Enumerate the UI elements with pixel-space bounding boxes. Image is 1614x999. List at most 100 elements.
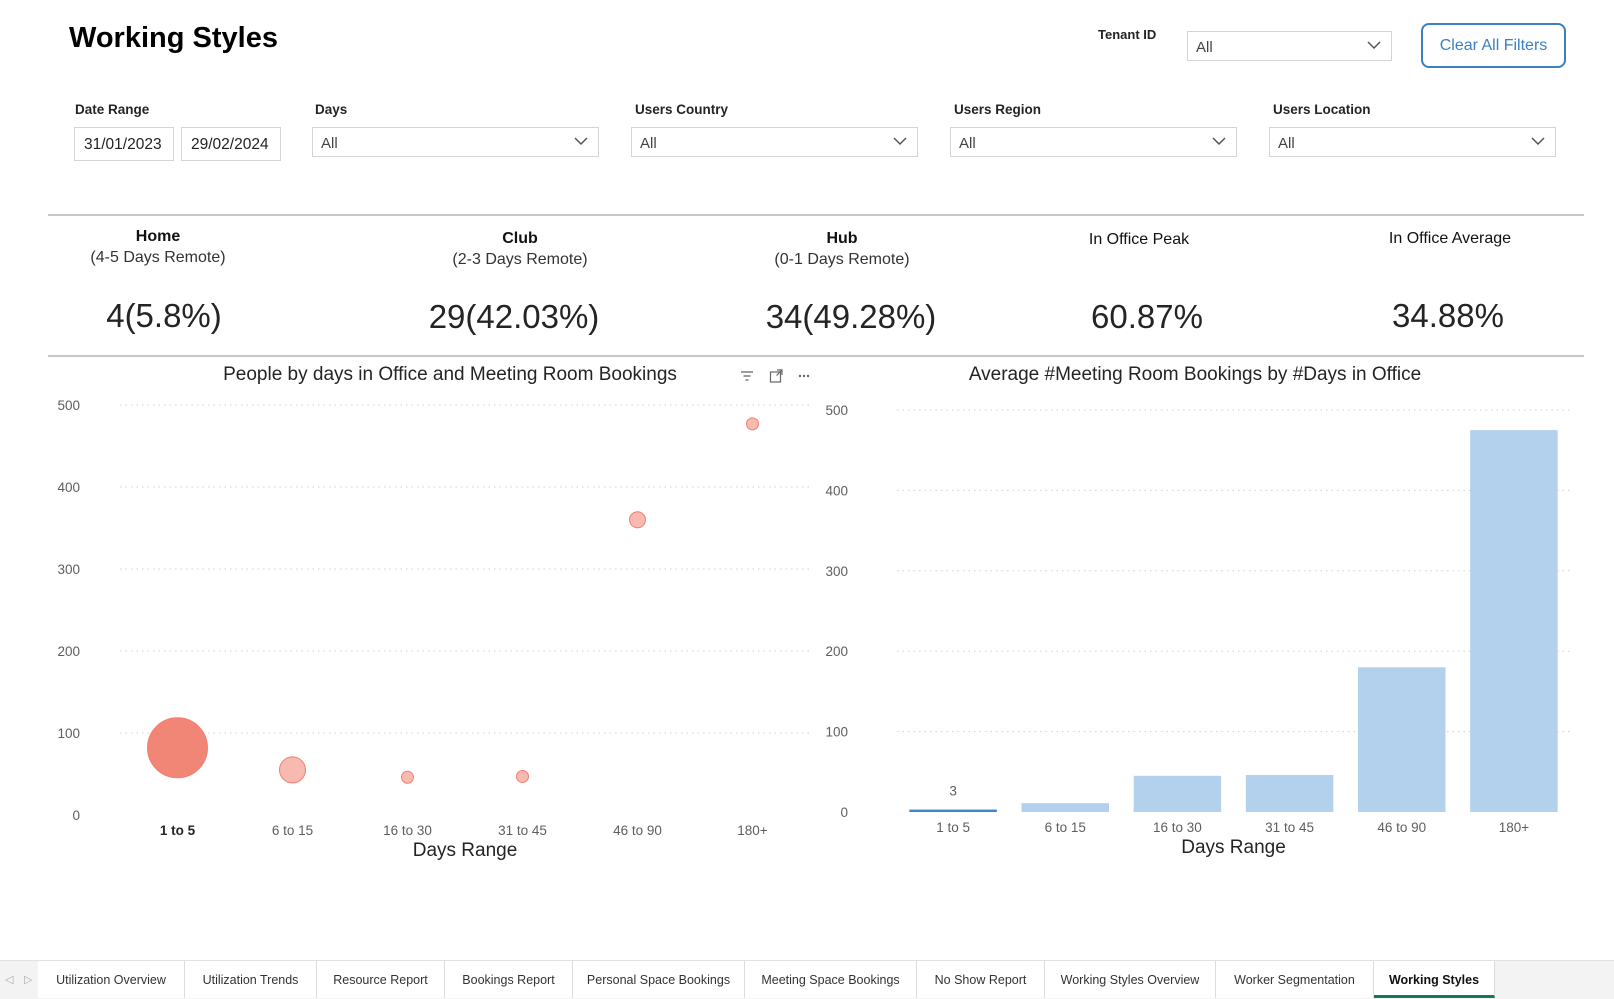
tab-no-show-report[interactable]: No Show Report xyxy=(917,961,1045,998)
tab-utilization-trends[interactable]: Utilization Trends xyxy=(185,961,317,998)
x-tick-label: 46 to 90 xyxy=(1377,820,1426,835)
kpi-title: In Office Average xyxy=(1388,230,1512,247)
tab-utilization-overview[interactable]: Utilization Overview xyxy=(38,961,185,998)
chevron-down-icon xyxy=(893,137,907,146)
kpi-home-value: 4(5.8%) xyxy=(106,297,222,334)
y-tick-label: 400 xyxy=(825,483,848,498)
y-tick-label: 200 xyxy=(825,644,848,659)
y-tick-label: 300 xyxy=(57,562,80,577)
users-region-value: All xyxy=(959,135,976,152)
bar xyxy=(1133,775,1222,812)
chevron-down-icon xyxy=(1212,137,1226,146)
tenant-id-value: All xyxy=(1196,39,1213,56)
page-tab-bar: ◁ ▷ Utilization Overview Utilization Tre… xyxy=(0,960,1614,999)
kpi-hub-value: 34(49.28%) xyxy=(765,298,937,335)
users-location-dropdown[interactable]: All xyxy=(1269,127,1556,157)
days-dropdown[interactable]: All xyxy=(312,127,599,157)
users-country-dropdown[interactable]: All xyxy=(631,127,918,157)
divider-top xyxy=(48,214,1584,216)
y-tick-label: 100 xyxy=(57,726,80,741)
bar xyxy=(1470,430,1558,812)
kpi-subtitle: (2-3 Days Remote) xyxy=(452,251,588,268)
tab-personal-space-bookings[interactable]: Personal Space Bookings xyxy=(573,961,745,998)
scatter-point xyxy=(516,769,529,783)
users-location-label: Users Location xyxy=(1273,102,1371,117)
users-region-dropdown[interactable]: All xyxy=(950,127,1237,157)
tenant-id-label: Tenant ID xyxy=(1098,27,1157,42)
users-region-label: Users Region xyxy=(954,102,1042,117)
scatter-chart[interactable]: 0 100 200 300 400 500 1 to 5 6 to 15 16 to 30 31 … xyxy=(40,385,820,865)
kpi-subtitle: (4-5 Days Remote) xyxy=(90,249,226,266)
scroll-left-icon[interactable]: ◁ xyxy=(5,974,14,986)
kpi-club-header: Club (2-3 Days Remote) xyxy=(370,230,670,269)
y-tick-label: 0 xyxy=(72,808,80,823)
x-tick-label: 6 to 15 xyxy=(272,823,313,838)
date-start-input[interactable]: 31/01/2023 xyxy=(74,127,174,161)
x-tick-label: 46 to 90 xyxy=(613,823,662,838)
kpi-club-value: 29(42.03%) xyxy=(428,298,600,335)
kpi-title: Hub xyxy=(826,230,858,247)
kpi-title: Club xyxy=(502,230,538,247)
users-country-value: All xyxy=(640,135,657,152)
focus-mode-icon[interactable] xyxy=(769,369,783,383)
scatter-chart-title: People by days in Office and Meeting Roo… xyxy=(223,364,677,385)
chevron-down-icon xyxy=(1531,137,1545,146)
bar xyxy=(1358,667,1446,812)
x-tick-label: 6 to 15 xyxy=(1045,820,1086,835)
tab-bookings-report[interactable]: Bookings Report xyxy=(445,961,573,998)
clear-all-filters-button[interactable]: Clear All Filters xyxy=(1421,23,1566,68)
divider-bottom xyxy=(48,355,1584,357)
y-tick-label: 300 xyxy=(825,564,848,579)
scroll-right-icon[interactable]: ▷ xyxy=(24,974,33,986)
scatter-point xyxy=(629,511,646,529)
filter-icon[interactable] xyxy=(740,369,754,383)
days-value: All xyxy=(321,135,338,152)
kpi-subtitle: (0-1 Days Remote) xyxy=(774,251,910,268)
x-tick-label: 16 to 30 xyxy=(383,823,432,838)
scatter-point xyxy=(401,770,414,784)
x-tick-label: 16 to 30 xyxy=(1153,820,1202,835)
tenant-id-dropdown[interactable]: All xyxy=(1187,31,1392,61)
bar-chart[interactable]: 0 100 200 300 400 500 1 to 5 6 to 15 16 to 30 31 … xyxy=(815,385,1585,865)
y-tick-label: 100 xyxy=(825,725,848,740)
users-location-value: All xyxy=(1278,135,1295,152)
x-axis-title: Days Range xyxy=(1181,837,1286,858)
kpi-hub-header: Hub (0-1 Days Remote) xyxy=(692,230,992,269)
scatter-point xyxy=(746,417,759,431)
y-tick-label: 200 xyxy=(57,644,80,659)
date-range-label: Date Range xyxy=(75,102,150,117)
kpi-home-header: Home (4-5 Days Remote) xyxy=(8,228,308,267)
kpi-average-header: In Office Average xyxy=(1300,230,1600,248)
data-label: 3 xyxy=(949,784,957,799)
y-tick-label: 500 xyxy=(57,398,80,413)
bar-chart-title: Average #Meeting Room Bookings by #Days … xyxy=(968,364,1422,385)
tab-working-styles-overview[interactable]: Working Styles Overview xyxy=(1045,961,1216,998)
x-tick-label: 180+ xyxy=(1499,820,1530,835)
tab-resource-report[interactable]: Resource Report xyxy=(317,961,445,998)
scatter-point xyxy=(279,756,306,784)
date-end-input[interactable]: 29/02/2024 xyxy=(181,127,281,161)
x-tick-label: 180+ xyxy=(737,823,768,838)
tab-meeting-space-bookings[interactable]: Meeting Space Bookings xyxy=(745,961,917,998)
bar xyxy=(1021,803,1109,812)
chevron-down-icon xyxy=(1367,41,1381,50)
y-tick-label: 0 xyxy=(840,805,848,820)
kpi-title: In Office Peak xyxy=(1088,231,1190,248)
x-tick-label: 31 to 45 xyxy=(1265,820,1314,835)
x-tick-label: 31 to 45 xyxy=(498,823,547,838)
users-country-label: Users Country xyxy=(635,102,729,117)
y-tick-label: 500 xyxy=(825,403,848,418)
tab-working-styles[interactable]: Working Styles xyxy=(1374,961,1495,998)
bar xyxy=(909,809,997,812)
y-tick-label: 400 xyxy=(57,480,80,495)
x-axis-title: Days Range xyxy=(413,840,518,861)
x-tick-label: 1 to 5 xyxy=(160,823,196,838)
page-title: Working Styles xyxy=(69,22,278,54)
tab-worker-segmentation[interactable]: Worker Segmentation xyxy=(1216,961,1374,998)
kpi-peak-value: 60.87% xyxy=(1091,298,1203,335)
kpi-peak-header: In Office Peak xyxy=(989,231,1289,249)
kpi-average-value: 34.88% xyxy=(1392,297,1504,334)
x-tick-label: 1 to 5 xyxy=(936,820,970,835)
more-options-icon[interactable] xyxy=(797,369,811,383)
